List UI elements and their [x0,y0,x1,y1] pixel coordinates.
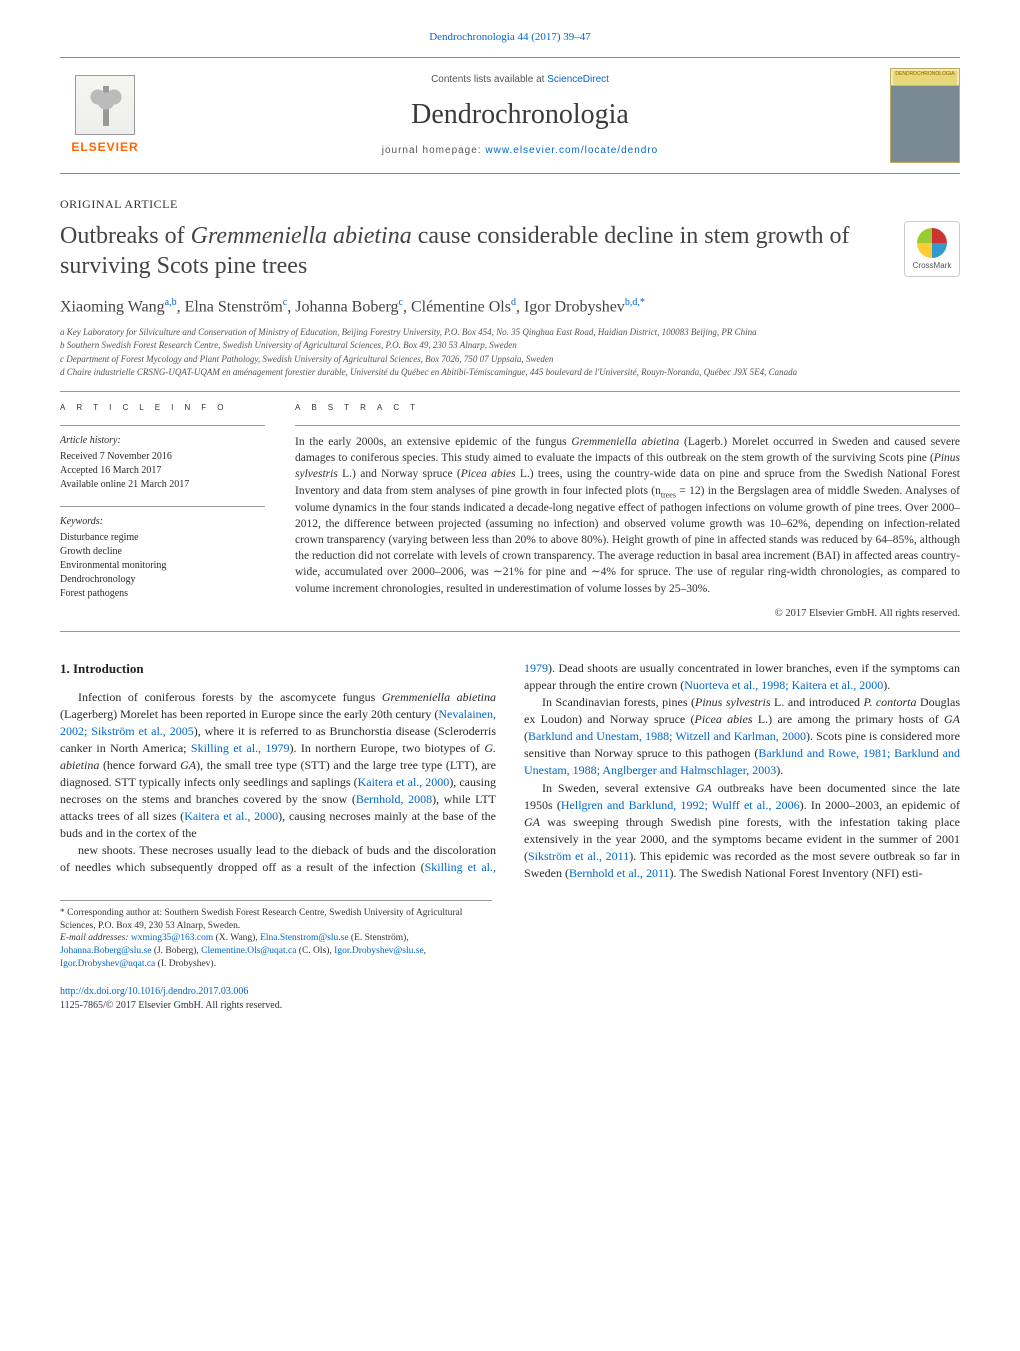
rule [60,631,960,632]
crossmark-badge[interactable]: CrossMark [904,221,960,277]
contents-prefix: Contents lists available at [431,74,547,85]
article-title: Outbreaks of Gremmeniella abietina cause… [60,221,880,281]
corresponding-author: * Corresponding author at: Southern Swed… [60,907,492,933]
footer: http://dx.doi.org/10.1016/j.dendro.2017.… [60,985,960,1013]
sciencedirect-link[interactable]: ScienceDirect [547,74,609,85]
author-list: Xiaoming Wanga,b, Elna Stenströmc, Johan… [60,295,960,319]
intro-paragraph: Infection of coniferous forests by the a… [60,689,496,842]
crossmark-label: CrossMark [913,260,952,271]
abstract-copyright: © 2017 Elsevier GmbH. All rights reserve… [295,607,960,622]
abstract-text: In the early 2000s, an extensive epidemi… [295,434,960,596]
journal-homepage-link[interactable]: www.elsevier.com/locate/dendro [485,145,658,156]
section-heading-intro: 1. Introduction [60,660,496,678]
masthead: ELSEVIER Contents lists available at Sci… [60,57,960,174]
rule [60,425,265,426]
elsevier-wordmark: ELSEVIER [71,139,138,156]
crossmark-icon [917,228,947,258]
rule [60,391,960,392]
contents-lists-line: Contents lists available at ScienceDirec… [166,73,874,87]
article-info-column: a r t i c l e i n f o Article history: R… [60,400,265,621]
history-label: Article history: [60,434,265,448]
issn-copyright: 1125-7865/© 2017 Elsevier GmbH. All righ… [60,1000,282,1011]
keyword-lines: Disturbance regimeGrowth declineEnvironm… [60,531,265,601]
intro-paragraph: In Scandinavian forests, pines (Pinus sy… [524,694,960,779]
doi-link[interactable]: http://dx.doi.org/10.1016/j.dendro.2017.… [60,986,248,997]
history-lines: Received 7 November 2016Accepted 16 Marc… [60,450,265,492]
intro-paragraph: In Sweden, several extensive GA outbreak… [524,780,960,882]
elsevier-tree-icon [75,75,135,135]
email-addresses: E-mail addresses: wxming35@163.com (X. W… [60,932,492,970]
email-label: E-mail addresses: [60,933,131,943]
article-history: Article history: Received 7 November 201… [60,434,265,492]
journal-name: Dendrochronologia [166,95,874,134]
body-two-column: 1. Introduction Infection of coniferous … [60,660,960,881]
masthead-center: Contents lists available at ScienceDirec… [166,73,874,158]
cover-title: DENDROCHRONOLOGIA [891,71,959,78]
running-head-citation: Dendrochronologia 44 (2017) 39–47 [60,30,960,45]
article-type: ORIGINAL ARTICLE [60,196,960,213]
keywords-label: Keywords: [60,515,265,529]
abstract-heading: a b s t r a c t [295,400,960,415]
affiliations: a Key Laboratory for Silviculture and Co… [60,326,960,379]
rule [295,425,960,426]
journal-cover-thumbnail: DENDROCHRONOLOGIA [890,68,960,163]
journal-homepage-line: journal homepage: www.elsevier.com/locat… [166,144,874,158]
elsevier-logo: ELSEVIER [60,68,150,163]
homepage-prefix: journal homepage: [382,145,486,156]
article-info-heading: a r t i c l e i n f o [60,400,265,415]
footnotes: * Corresponding author at: Southern Swed… [60,900,492,971]
keywords-block: Keywords: Disturbance regimeGrowth decli… [60,515,265,601]
abstract-column: a b s t r a c t In the early 2000s, an e… [295,400,960,621]
rule [60,506,265,507]
